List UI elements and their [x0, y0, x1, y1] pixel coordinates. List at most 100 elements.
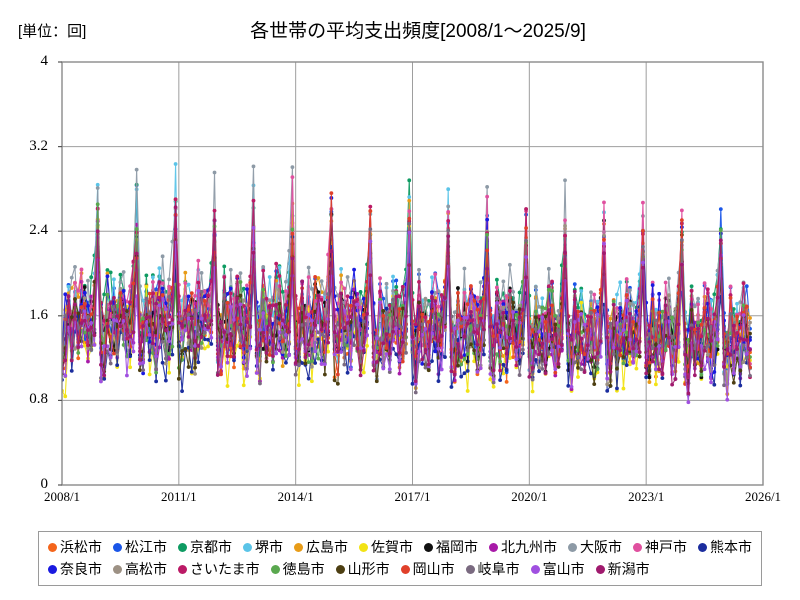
series-marker [439, 367, 444, 372]
legend-item-新潟市[interactable]: 新潟市 [595, 562, 650, 576]
series-marker [157, 345, 162, 350]
series-marker [202, 299, 207, 303]
legend-marker-icon [48, 542, 57, 552]
series-marker [456, 286, 460, 290]
legend-item-高松市[interactable]: 高松市 [113, 562, 167, 576]
series-marker [417, 280, 421, 284]
series-marker [329, 249, 334, 254]
series-marker [670, 315, 675, 320]
legend-item-岐阜市[interactable]: 岐阜市 [465, 562, 520, 576]
series-marker [563, 233, 567, 238]
series-marker [348, 314, 353, 319]
series-marker [215, 373, 220, 377]
legend-item-岡山市[interactable]: 岡山市 [400, 562, 455, 576]
series-marker [482, 327, 486, 332]
series-marker [543, 320, 548, 324]
legend-item-富山市[interactable]: 富山市 [530, 562, 585, 576]
legend-item-熊本市[interactable]: 熊本市 [698, 540, 752, 554]
series-marker [699, 322, 704, 327]
series-marker [92, 343, 97, 347]
series-marker [504, 379, 509, 384]
series-marker [306, 265, 311, 270]
series-marker [277, 348, 282, 353]
series-marker [611, 299, 616, 304]
series-marker [741, 303, 746, 308]
series-marker [167, 339, 172, 344]
legend-item-広島市[interactable]: 広島市 [294, 540, 348, 554]
series-marker [163, 356, 168, 361]
x-axis-tick: 2017/1 [394, 489, 431, 504]
legend-item-徳島市[interactable]: 徳島市 [270, 562, 325, 576]
legend-item-佐賀市[interactable]: 佐賀市 [359, 540, 413, 554]
series-marker [494, 285, 499, 290]
series-marker [335, 349, 340, 354]
legend-item-浜松市[interactable]: 浜松市 [48, 540, 102, 554]
legend-item-神戸市[interactable]: 神戸市 [633, 540, 687, 554]
series-marker [63, 394, 68, 399]
series-marker [134, 222, 139, 227]
series-marker [417, 349, 421, 354]
series-marker [550, 288, 554, 293]
series-marker [248, 325, 253, 330]
series-marker [82, 285, 87, 290]
series-marker [628, 337, 632, 342]
series-marker [313, 361, 318, 365]
series-marker [271, 367, 275, 372]
legend-item-北九州市[interactable]: 北九州市 [489, 540, 557, 554]
series-marker [475, 342, 480, 347]
series-marker [641, 228, 645, 233]
series-marker [69, 275, 74, 280]
series-marker [183, 308, 188, 313]
y-axis-tick: 1.6 [29, 306, 48, 323]
series-marker [134, 251, 139, 256]
series-marker [397, 294, 402, 299]
series-marker [381, 296, 386, 301]
series-marker [410, 381, 415, 386]
series-marker [472, 306, 477, 311]
series-marker [131, 330, 136, 335]
series-marker [702, 367, 707, 372]
series-marker [245, 283, 249, 288]
series-marker [404, 314, 408, 319]
legend-item-福岡市[interactable]: 福岡市 [424, 540, 478, 554]
legend-item-松江市[interactable]: 松江市 [113, 540, 167, 554]
series-marker [533, 284, 538, 289]
series-marker [309, 359, 314, 363]
series-marker [137, 357, 142, 362]
series-marker [504, 310, 509, 315]
series-marker [550, 279, 554, 284]
series-marker [238, 322, 243, 327]
series-marker [319, 279, 324, 284]
series-marker [284, 333, 288, 337]
series-marker [598, 339, 603, 344]
series-marker [280, 350, 285, 354]
legend-item-さいたま市[interactable]: さいたま市 [178, 562, 260, 576]
series-marker [426, 319, 431, 324]
series-marker [735, 331, 739, 335]
series-marker [634, 337, 639, 342]
series-marker [118, 324, 123, 329]
series-marker [738, 383, 743, 388]
series-marker [225, 354, 230, 359]
legend-label: 広島市 [306, 539, 348, 555]
legend-item-大阪市[interactable]: 大阪市 [568, 540, 622, 554]
series-marker [576, 330, 580, 335]
series-marker [572, 360, 577, 365]
legend-item-山形市[interactable]: 山形市 [335, 562, 390, 576]
series-marker [511, 300, 516, 305]
series-marker [193, 365, 197, 370]
series-marker [131, 349, 136, 354]
series-marker [105, 274, 110, 279]
series-marker [63, 373, 68, 378]
series-marker [537, 329, 541, 334]
series-marker [167, 357, 172, 361]
legend-item-京都市[interactable]: 京都市 [178, 540, 232, 554]
series-marker [173, 205, 178, 210]
series-marker [387, 303, 392, 308]
legend-item-奈良市[interactable]: 奈良市 [48, 562, 102, 576]
series-marker [550, 337, 554, 342]
legend-item-堺市[interactable]: 堺市 [243, 540, 283, 554]
series-marker [261, 311, 266, 315]
series-marker [589, 350, 593, 355]
series-marker [183, 270, 188, 275]
